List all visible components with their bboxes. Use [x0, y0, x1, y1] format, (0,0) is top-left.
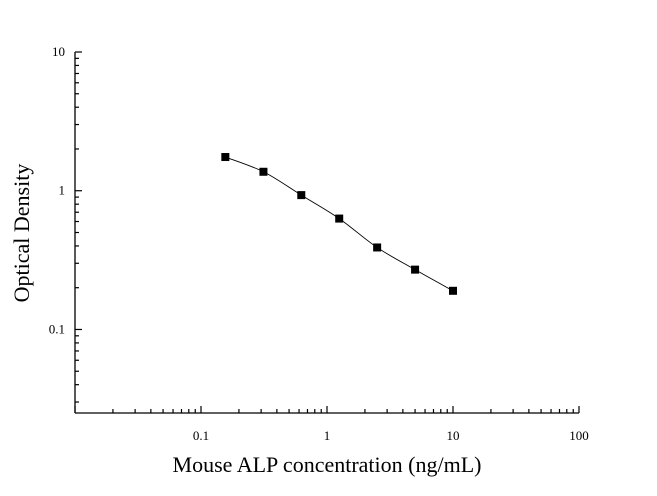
x-axis-ticks	[74, 406, 580, 413]
x-axis-title: Mouse ALP concentration (ng/mL)	[173, 452, 482, 477]
data-point-marker	[259, 167, 268, 176]
x-tick-label: 0.1	[193, 428, 209, 443]
x-tick-label: 1	[324, 428, 331, 443]
y-tick-label: 0.1	[49, 321, 65, 336]
y-axis-tick-labels: 0.1 1 10	[49, 44, 65, 336]
data-points	[221, 153, 457, 295]
data-point-marker	[411, 265, 420, 274]
data-point-marker	[373, 243, 382, 252]
axes	[74, 52, 579, 414]
data-point-marker	[221, 153, 230, 162]
y-axis-ticks	[75, 51, 82, 403]
data-point-marker	[297, 191, 306, 200]
x-tick-label: 10	[447, 428, 460, 443]
x-tick-label: 100	[569, 428, 589, 443]
x-axis-tick-labels: 0.1 1 10 100	[193, 428, 589, 443]
y-tick-label: 10	[52, 44, 65, 59]
data-point-marker	[449, 286, 457, 295]
data-point-marker	[335, 214, 344, 223]
y-tick-label: 1	[59, 183, 66, 198]
y-axis-title: Optical Density	[9, 164, 34, 303]
